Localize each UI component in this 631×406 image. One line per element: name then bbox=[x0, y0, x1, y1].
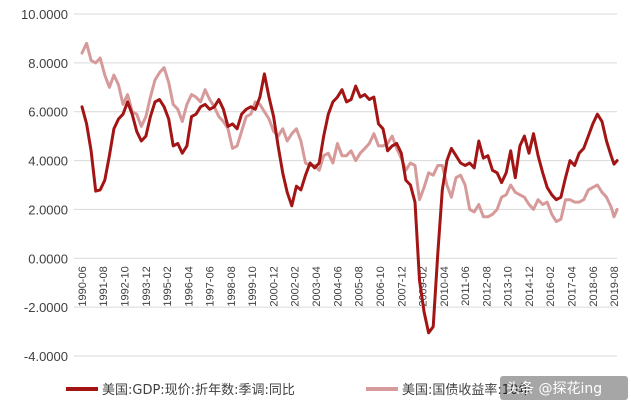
x-tick-label: 2013-10 bbox=[503, 266, 515, 306]
x-tick-label: 2017-04 bbox=[566, 266, 578, 306]
legend-label-yield: 美国:国债收益率:10年 bbox=[402, 382, 531, 398]
x-tick-label: 2014-12 bbox=[524, 266, 536, 306]
x-tick-label: 2002-02 bbox=[290, 266, 302, 306]
x-tick-label: 2019-08 bbox=[609, 266, 621, 306]
x-tick-label: 2018-06 bbox=[588, 266, 600, 306]
watermark: 头条 @探花ing bbox=[500, 376, 628, 400]
x-tick-label: 2003-04 bbox=[311, 266, 323, 306]
y-tick-label: -4.0000 bbox=[24, 349, 68, 364]
x-tick-label: 1996-04 bbox=[183, 266, 195, 306]
watermark-text: 头条 @探花ing bbox=[506, 380, 602, 397]
y-tick-label: 4.0000 bbox=[28, 154, 68, 169]
y-tick-label: 2.0000 bbox=[28, 202, 68, 217]
x-tick-label: 2010-04 bbox=[439, 266, 451, 306]
x-tick-label: 2004-06 bbox=[332, 266, 344, 306]
x-tick-label: 1991-08 bbox=[98, 266, 110, 306]
x-tick-label: 1999-10 bbox=[247, 266, 259, 306]
x-tick-label: 2011-06 bbox=[460, 266, 472, 306]
series-line-yield bbox=[80, 41, 619, 224]
x-tick-label: 2000-12 bbox=[269, 266, 281, 306]
series-line-gdp bbox=[80, 72, 619, 335]
x-tick-label: 2006-10 bbox=[375, 266, 387, 306]
x-tick-label: 1995-02 bbox=[162, 266, 174, 306]
y-tick-label: 10.0000 bbox=[21, 7, 68, 22]
y-tick-label: -2.0000 bbox=[24, 300, 68, 315]
y-tick-label: 0.0000 bbox=[28, 251, 68, 266]
x-tick-label: 1998-08 bbox=[226, 266, 238, 306]
x-tick-label: 2012-08 bbox=[481, 266, 493, 306]
x-tick-label: 2005-08 bbox=[354, 266, 366, 306]
x-tick-label: 1990-06 bbox=[77, 266, 89, 306]
legend-label-gdp: 美国:GDP:现价:折年数:季调:同比 bbox=[102, 383, 295, 398]
y-tick-label: 8.0000 bbox=[28, 56, 68, 71]
y-axis-ticks: 10.0000 8.0000 6.0000 4.0000 2.0000 0.0000 -2.… bbox=[21, 7, 68, 364]
x-tick-label: 1993-12 bbox=[141, 266, 153, 306]
y-tick-label: 6.0000 bbox=[28, 105, 68, 120]
x-tick-label: 2007-12 bbox=[396, 266, 408, 306]
x-axis-ticks: 1990-06 1991-08 1992-10 1993-12 1995-02 1996-… bbox=[77, 266, 621, 306]
x-tick-label: 2016-02 bbox=[545, 266, 557, 306]
x-tick-label: 1992-10 bbox=[120, 266, 132, 306]
series-lines bbox=[80, 41, 619, 335]
legend: 美国:GDP:现价:折年数:季调:同比 美国:国债收益率:10年 bbox=[66, 382, 531, 398]
x-tick-label: 1997-06 bbox=[205, 266, 217, 306]
